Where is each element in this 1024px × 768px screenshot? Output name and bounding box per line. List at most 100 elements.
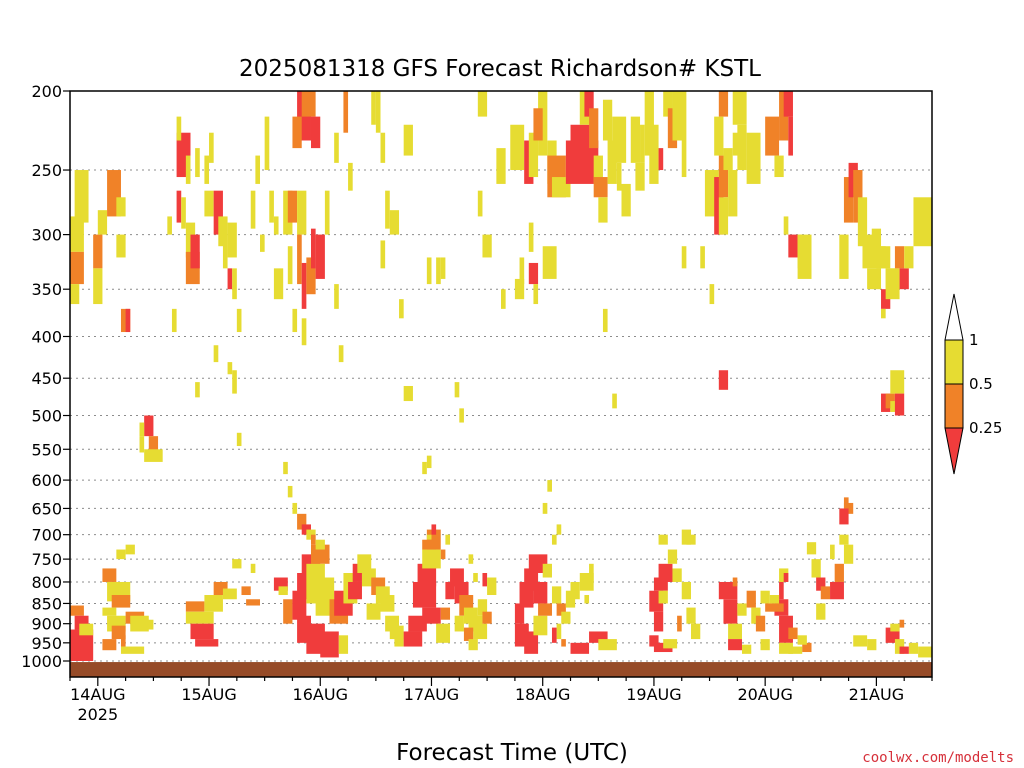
ri-cell — [723, 148, 733, 171]
ri-cell — [867, 268, 882, 290]
ri-cell — [70, 605, 84, 616]
ri-cell — [440, 607, 451, 620]
x-tick-label: 14AUG — [70, 685, 125, 704]
ri-cell — [185, 611, 214, 624]
x-tick-label: 18AUG — [515, 685, 570, 704]
ri-cell — [171, 308, 177, 333]
ri-cell — [222, 234, 228, 269]
ri-cell — [357, 554, 372, 574]
ri-cell — [473, 623, 488, 640]
ri-cell — [681, 581, 692, 600]
ri-cell — [306, 529, 316, 540]
ri-cell — [593, 155, 603, 184]
ri-cell — [542, 246, 557, 279]
ri-cell — [232, 559, 242, 569]
ri-cell — [375, 91, 381, 133]
ri-cell — [602, 99, 613, 141]
ri-cell — [297, 190, 307, 235]
ri-cell — [834, 563, 844, 582]
ri-cell — [422, 607, 441, 624]
ri-cell — [802, 642, 812, 653]
ri-cell — [264, 116, 270, 171]
ri-cell — [709, 284, 715, 305]
ri-cell — [287, 246, 293, 285]
ri-cell — [616, 162, 622, 191]
ri-cell — [102, 568, 117, 582]
ri-cell — [440, 549, 446, 560]
ri-cell — [677, 615, 682, 632]
ri-cell — [514, 603, 525, 624]
ri-cell — [380, 595, 395, 612]
ri-cell — [904, 246, 914, 269]
ri-cell — [403, 631, 423, 647]
ri-cell — [436, 257, 441, 285]
ri-cell — [222, 588, 237, 600]
x-axis-label: Forecast Time (UTC) — [396, 740, 628, 766]
ri-cell — [718, 91, 729, 117]
ri-cell — [320, 631, 339, 658]
ri-cell — [579, 573, 594, 591]
ri-cell — [394, 631, 404, 647]
y-tick-label: 500 — [31, 407, 62, 426]
ri-cell — [890, 370, 905, 394]
colorbar-label: 0.25 — [969, 419, 1002, 437]
ri-cell — [649, 635, 659, 647]
ri-cell — [570, 581, 580, 600]
ri-cell — [283, 461, 288, 475]
ri-cell — [728, 170, 738, 217]
ri-cell — [422, 461, 427, 475]
ri-cell — [779, 642, 793, 654]
ri-cell — [718, 197, 729, 235]
ri-cell — [93, 268, 103, 305]
ri-cell — [176, 116, 182, 141]
x-tick-label: 20AUG — [737, 685, 792, 704]
ri-cell — [533, 581, 548, 604]
y-tick-label: 900 — [31, 615, 62, 634]
ri-cell — [301, 262, 307, 309]
ri-cell — [612, 393, 617, 409]
ri-cell — [426, 455, 432, 469]
ri-cell — [209, 132, 214, 163]
ri-cell — [723, 599, 738, 624]
ri-cell — [528, 262, 539, 285]
ri-cell — [468, 639, 478, 651]
ri-cell — [788, 627, 798, 640]
ri-cell — [97, 210, 108, 235]
credit-link[interactable]: coolwx.com/modelts — [862, 750, 1014, 766]
x-tick-label: 21AUG — [849, 685, 904, 704]
ri-cell — [830, 581, 844, 600]
ri-cell — [334, 284, 339, 309]
richardson-field — [70, 91, 932, 661]
ri-cell — [908, 642, 919, 654]
ri-cell — [816, 577, 826, 591]
ri-cell — [538, 603, 552, 616]
ri-cell — [816, 603, 826, 620]
ri-cell — [843, 497, 849, 509]
ri-cell — [514, 278, 525, 300]
ri-cell — [598, 639, 617, 651]
ri-cell — [111, 595, 131, 608]
ri-cell — [755, 615, 766, 632]
ri-cell — [774, 155, 784, 178]
ri-cell — [338, 635, 349, 654]
ri-cell — [389, 210, 400, 235]
ri-cell — [894, 639, 905, 654]
y-tick-label: 650 — [31, 499, 62, 518]
colorbar-segment — [944, 383, 964, 429]
ri-cell — [598, 197, 608, 223]
ri-cell — [885, 393, 895, 409]
ri-cell — [301, 524, 311, 535]
ground-surface — [70, 662, 932, 677]
ri-cell — [658, 534, 668, 545]
ri-cell — [436, 623, 451, 643]
ri-cell — [913, 197, 932, 247]
ri-cell — [890, 623, 900, 632]
ri-cell — [718, 370, 729, 390]
ri-cell — [227, 268, 233, 290]
ri-cell — [176, 190, 182, 223]
ri-cell — [445, 534, 451, 545]
ri-cell — [728, 639, 742, 651]
y-tick-label: 450 — [31, 369, 62, 388]
